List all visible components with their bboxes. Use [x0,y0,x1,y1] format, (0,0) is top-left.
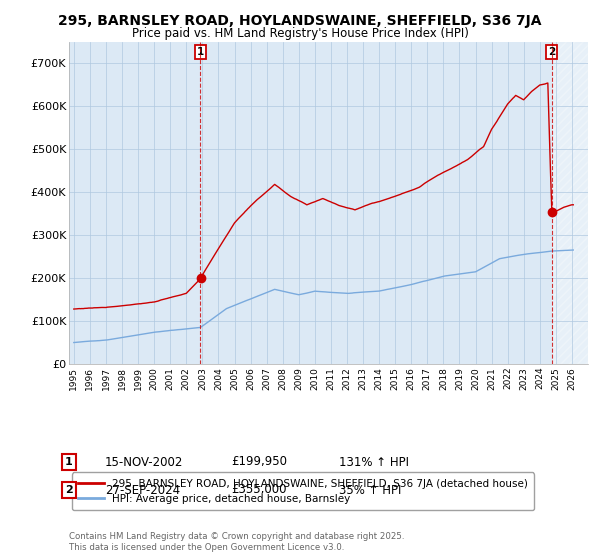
Text: 15-NOV-2002: 15-NOV-2002 [105,455,184,469]
Legend: 295, BARNSLEY ROAD, HOYLANDSWAINE, SHEFFIELD, S36 7JA (detached house), HPI: Ave: 295, BARNSLEY ROAD, HOYLANDSWAINE, SHEFF… [71,473,535,510]
Text: 2: 2 [65,485,73,495]
Text: 131% ↑ HPI: 131% ↑ HPI [339,455,409,469]
Text: Contains HM Land Registry data © Crown copyright and database right 2025.
This d: Contains HM Land Registry data © Crown c… [69,532,404,552]
Text: 2: 2 [548,47,556,57]
Text: 1: 1 [197,47,204,57]
Text: 35% ↑ HPI: 35% ↑ HPI [339,483,401,497]
Text: 295, BARNSLEY ROAD, HOYLANDSWAINE, SHEFFIELD, S36 7JA: 295, BARNSLEY ROAD, HOYLANDSWAINE, SHEFF… [58,14,542,28]
Bar [552,42,588,364]
Text: £355,000: £355,000 [231,483,287,497]
Text: 1: 1 [65,457,73,467]
Bar [552,42,588,364]
Text: £199,950: £199,950 [231,455,287,469]
Text: 27-SEP-2024: 27-SEP-2024 [105,483,180,497]
Text: Price paid vs. HM Land Registry's House Price Index (HPI): Price paid vs. HM Land Registry's House … [131,27,469,40]
